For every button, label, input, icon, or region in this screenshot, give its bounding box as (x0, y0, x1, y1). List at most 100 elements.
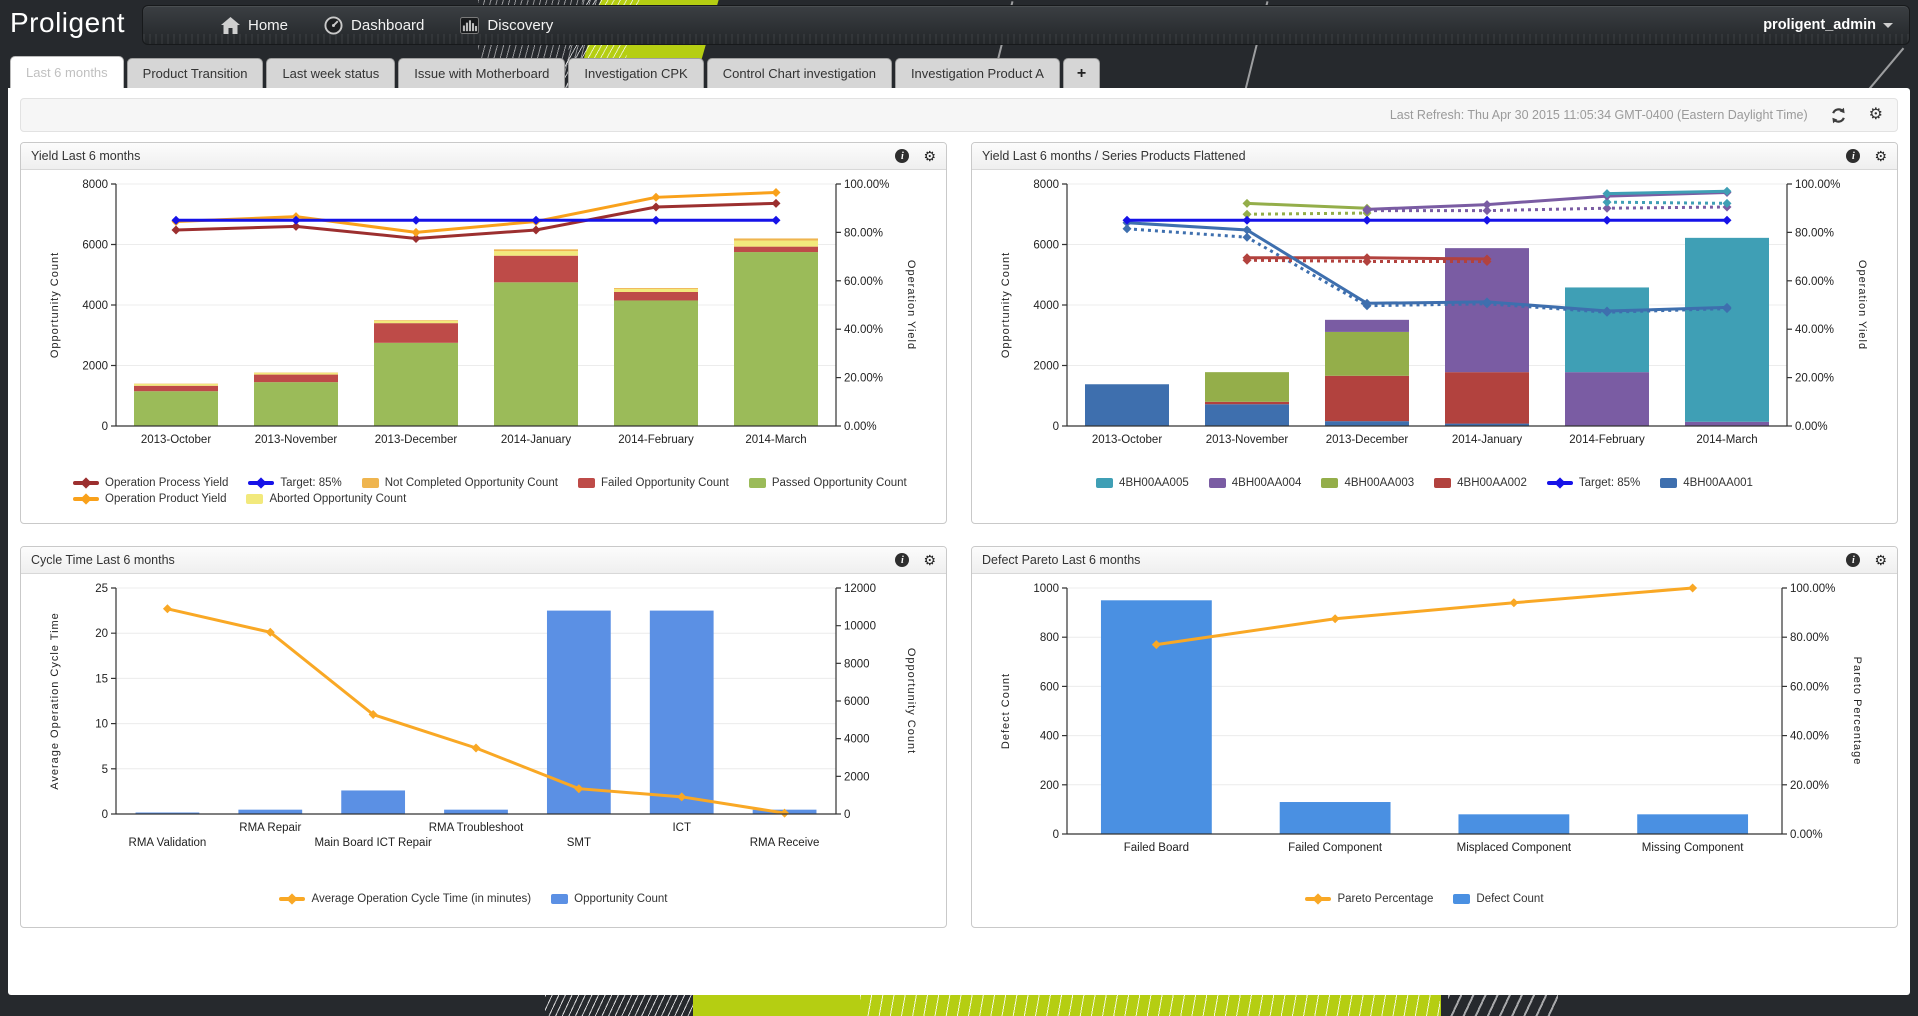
legend-box-swatch (246, 494, 264, 504)
add-tab-button[interactable]: + (1062, 58, 1101, 88)
cycle-time-last-6-months-svg: 0 5 10 15 20 25 0 2000 4000 6000 8000 10000 12000 RMA… (49, 583, 917, 849)
proligent-logo: Proligent (10, 7, 126, 38)
legend-item-passed-opportunity-count: Passed Opportunity Count (748, 477, 907, 489)
panel-title: Cycle Time Last 6 months (31, 553, 175, 567)
category-label: 2013-October (1092, 434, 1162, 446)
info-icon[interactable]: i (1846, 149, 1861, 163)
legend-box-swatch (1660, 478, 1678, 488)
panel-cycle-time: Cycle Time Last 6 months i ⚙ 0 5 10 15 20 25 0… (20, 546, 947, 928)
line-marker (411, 215, 421, 225)
legend-item-4bh00aa001: 4BH00AA001 (1660, 477, 1753, 489)
panel-title: Defect Pareto Last 6 months (982, 553, 1141, 567)
category-label: ICT (672, 822, 691, 834)
line-marker (1242, 209, 1252, 219)
hatch-decoration (545, 995, 695, 1016)
bar-segment-4bh00aa002 (1445, 372, 1529, 424)
tab-issue-with-motherboard[interactable]: Issue with Motherboard (398, 58, 566, 88)
legend-box-swatch (1208, 478, 1226, 488)
panel-defect-pareto: Defect Pareto Last 6 months i ⚙ 0 200 400 6… (971, 546, 1898, 928)
category-label: Misplaced Component (1457, 842, 1572, 854)
gear-icon[interactable]: ⚙ (923, 551, 936, 568)
hatch-decoration (1448, 995, 1558, 1016)
line-marker (411, 233, 421, 243)
bar-segment-passed-opportunity-count (494, 282, 578, 426)
line-marker (1362, 298, 1372, 308)
tab-last-6-months[interactable]: Last 6 months (10, 56, 124, 88)
info-icon[interactable]: i (895, 553, 910, 567)
info-icon[interactable]: i (1846, 553, 1861, 567)
bar-segment-defect-count (1637, 814, 1749, 834)
tab-control-chart-investigation[interactable]: Control Chart investigation (706, 58, 892, 88)
right-tick-label: 60.00% (1790, 681, 1829, 693)
chart-legend: 4BH00AA005 4BH00AA004 4BH00AA003 4BH00AA002… (972, 475, 1897, 491)
line-marker (265, 627, 275, 637)
line-marker (531, 215, 541, 225)
left-tick-label: 600 (1040, 681, 1059, 693)
right-tick-label: 60.00% (1795, 276, 1834, 288)
category-label: 2014-March (1696, 434, 1757, 446)
discovery-barchart-icon (460, 16, 480, 34)
category-label: RMA Repair (239, 822, 301, 834)
nav-item-home[interactable]: Home (203, 6, 306, 44)
bar-segment-failed-opportunity-count (374, 323, 458, 343)
left-tick-label: 4000 (1033, 300, 1059, 312)
bar-segment-4bh00aa001 (1445, 423, 1529, 426)
bar-segment-aborted-opportunity-count (734, 240, 818, 247)
line-marker (171, 225, 181, 235)
legend-item-pareto-percentage: Pareto Percentage (1305, 893, 1433, 905)
gear-icon[interactable]: ⚙ (923, 147, 936, 164)
bar-segment-4bh00aa004 (1565, 372, 1649, 426)
bar-segment-passed-opportunity-count (734, 252, 818, 426)
right-axis-title: Operation Yield (905, 260, 917, 350)
line-marker (1362, 215, 1372, 225)
nav-item-label: Home (248, 16, 289, 34)
bar-segment-opportunity-count (649, 610, 714, 814)
category-label: Missing Component (1642, 842, 1744, 854)
right-tick-label: 2000 (844, 771, 870, 783)
bottom-decoration-strip (0, 995, 1918, 1016)
tab-product-transition[interactable]: Product Transition (126, 58, 264, 88)
line-marker (1722, 186, 1732, 196)
tab-investigation-cpk[interactable]: Investigation CPK (568, 58, 704, 88)
legend-label: Passed Opportunity Count (771, 477, 907, 489)
right-tick-label: 12000 (844, 583, 876, 595)
legend-label: 4BH00AA003 (1344, 477, 1415, 489)
bar-segment-4bh00aa002 (1205, 401, 1289, 405)
bar-segment-defect-count (1100, 600, 1212, 834)
left-tick-label: 20 (95, 628, 108, 640)
refresh-icon[interactable] (1830, 107, 1847, 124)
gear-icon[interactable]: ⚙ (1868, 106, 1883, 123)
tab-last-week-status[interactable]: Last week status (266, 58, 396, 88)
user-name: proligent_admin (1763, 17, 1876, 33)
nav-item-discovery[interactable]: Discovery (442, 6, 571, 44)
chart-legend: Operation Process Yield Target: 85% Not Co… (21, 475, 946, 507)
bar-segment-failed-opportunity-count (494, 255, 578, 283)
gear-icon[interactable]: ⚙ (1874, 147, 1887, 164)
nav-item-dashboard[interactable]: Dashboard (306, 6, 442, 44)
line-marker (1242, 232, 1252, 242)
legend-line-swatch (1305, 893, 1332, 905)
line-marker (1330, 614, 1340, 624)
legend-label: Target: 85% (280, 477, 342, 489)
left-axis-title: Opportunity Count (49, 252, 61, 358)
user-menu[interactable]: proligent_admin (1763, 17, 1893, 33)
tab-investigation-product-a[interactable]: Investigation Product A (894, 58, 1060, 88)
info-icon[interactable]: i (895, 149, 910, 163)
legend-box-swatch (1434, 478, 1452, 488)
right-tick-label: 40.00% (1795, 324, 1834, 336)
right-tick-label: 0 (844, 809, 850, 821)
legend-box-swatch (748, 478, 766, 488)
nav-item-label: Discovery (487, 16, 554, 34)
legend-label: Aborted Opportunity Count (269, 493, 407, 505)
line-marker (291, 215, 301, 225)
legend-label: Operation Product Yield (105, 493, 227, 505)
line-marker (1602, 203, 1612, 213)
right-tick-label: 20.00% (1790, 780, 1829, 792)
main-content: Last Refresh: Thu Apr 30 2015 11:05:34 G… (8, 88, 1910, 995)
bar-segment-failed-opportunity-count (614, 291, 698, 301)
bar-segment-passed-opportunity-count (254, 382, 338, 426)
gear-icon[interactable]: ⚙ (1874, 551, 1887, 568)
right-tick-label: 80.00% (844, 227, 883, 239)
bar-segment-defect-count (1279, 802, 1391, 834)
legend-label: Average Operation Cycle Time (in minutes… (311, 893, 532, 905)
